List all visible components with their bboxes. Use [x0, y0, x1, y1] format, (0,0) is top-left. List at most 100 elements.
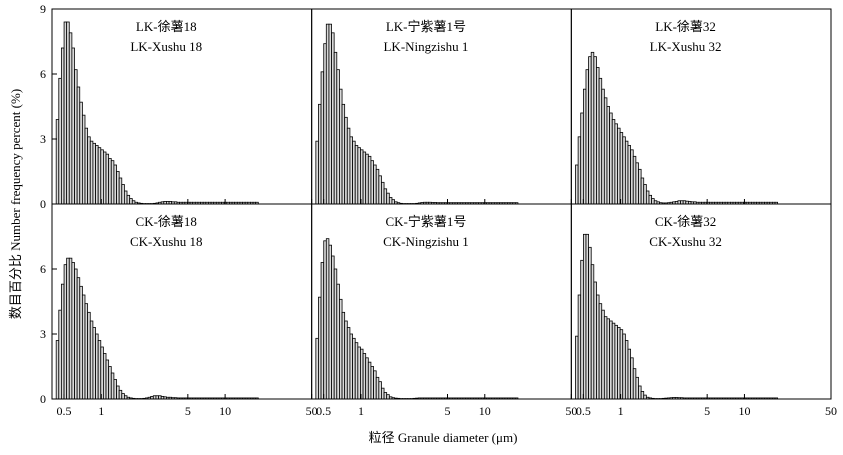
y-tick-label: 3	[40, 327, 46, 341]
bar	[580, 112, 584, 205]
bar	[635, 162, 639, 205]
y-axis-title: 数目百分比 Number frequency percent (%)	[8, 89, 23, 319]
bar	[341, 311, 346, 400]
bar	[370, 366, 374, 400]
bar	[648, 194, 653, 205]
bar	[619, 329, 624, 400]
panel-label-line: LK-徐薯18	[136, 19, 197, 34]
bar	[360, 149, 364, 205]
bar	[609, 320, 613, 400]
x-tick-label: 10	[219, 404, 231, 418]
bar	[596, 67, 600, 205]
bar	[373, 164, 377, 205]
bar	[76, 86, 81, 205]
panel-label-line: LK-Ningzishu 1	[383, 39, 468, 54]
x-tick-label: 0.5	[576, 404, 591, 418]
x-tick-label: 5	[185, 404, 191, 418]
bar	[611, 322, 616, 400]
bar	[367, 155, 372, 205]
panel-label-line: CK-Xushu 32	[649, 234, 722, 249]
bar	[643, 184, 647, 205]
bar	[367, 361, 372, 400]
bar	[113, 379, 117, 400]
bar	[375, 376, 380, 400]
bar	[606, 106, 610, 205]
bar	[108, 158, 112, 205]
bar	[116, 171, 120, 205]
panel-label-line: LK-徐薯32	[655, 19, 716, 34]
x-tick-label: 0.5	[316, 404, 331, 418]
bar	[60, 283, 65, 400]
bar	[632, 155, 637, 205]
bar	[71, 47, 75, 205]
bar	[66, 257, 70, 400]
bar	[603, 97, 608, 205]
bar	[383, 392, 388, 400]
panel-frame	[570, 203, 832, 400]
panel-label-line: CK-Ningzishu 1	[383, 234, 469, 249]
x-tick-label: 10	[738, 404, 750, 418]
x-tick-label: 5	[704, 404, 710, 418]
bar	[89, 320, 94, 400]
bar	[609, 112, 613, 205]
panel-label-line: CK-Xushu 18	[130, 234, 203, 249]
bar	[341, 103, 346, 205]
bar	[76, 277, 81, 400]
bar	[386, 192, 390, 205]
bar	[108, 366, 112, 400]
bar	[66, 21, 70, 205]
bar	[375, 168, 380, 205]
bar	[336, 69, 340, 205]
bar	[619, 132, 624, 205]
y-tick-label: 0	[40, 392, 46, 406]
bar	[383, 188, 388, 205]
bar	[92, 142, 96, 205]
bar	[585, 233, 589, 400]
bar	[630, 149, 634, 205]
bar	[95, 145, 99, 205]
bar	[643, 394, 647, 400]
bar	[580, 259, 584, 400]
bar	[121, 393, 125, 400]
bar	[110, 160, 115, 205]
x-tick-label: 50	[565, 404, 577, 418]
bar	[624, 140, 629, 205]
bar	[373, 370, 377, 400]
panel-label-line: LK-Xushu 32	[650, 39, 722, 54]
bar	[601, 88, 605, 205]
x-tick-label: 1	[358, 404, 364, 418]
bar	[349, 136, 353, 205]
bar	[110, 372, 115, 400]
bar	[640, 177, 645, 205]
bar	[116, 385, 120, 400]
bar	[126, 194, 131, 205]
panel-label-line: CK-徐薯32	[655, 214, 716, 229]
bar	[606, 318, 610, 400]
bar	[381, 181, 385, 205]
bar	[84, 303, 89, 400]
bar	[596, 294, 600, 400]
bar	[640, 391, 645, 400]
bar	[354, 145, 359, 205]
bar	[611, 119, 616, 205]
panel-2: LK-宁紫薯1号 LK-Ningzishu 1	[311, 8, 572, 205]
bar	[346, 127, 351, 205]
bar	[87, 311, 91, 400]
panel-5: 0.5 1 5 10 50 CK-宁紫薯1号 CK-Ningzishu 1	[311, 203, 577, 418]
bar	[81, 114, 86, 205]
panel-label-line: LK-宁紫薯1号	[386, 19, 466, 34]
bar	[590, 264, 595, 400]
bar	[129, 198, 133, 205]
bar	[105, 153, 110, 205]
bar	[381, 387, 385, 400]
bar	[344, 116, 348, 205]
bar	[87, 136, 91, 205]
x-tick-label: 5	[445, 404, 451, 418]
bar	[325, 23, 330, 205]
bar	[627, 145, 631, 205]
bar	[336, 283, 340, 400]
x-tick-label: 0.5	[57, 404, 72, 418]
bar	[320, 262, 325, 400]
bar	[92, 327, 96, 400]
